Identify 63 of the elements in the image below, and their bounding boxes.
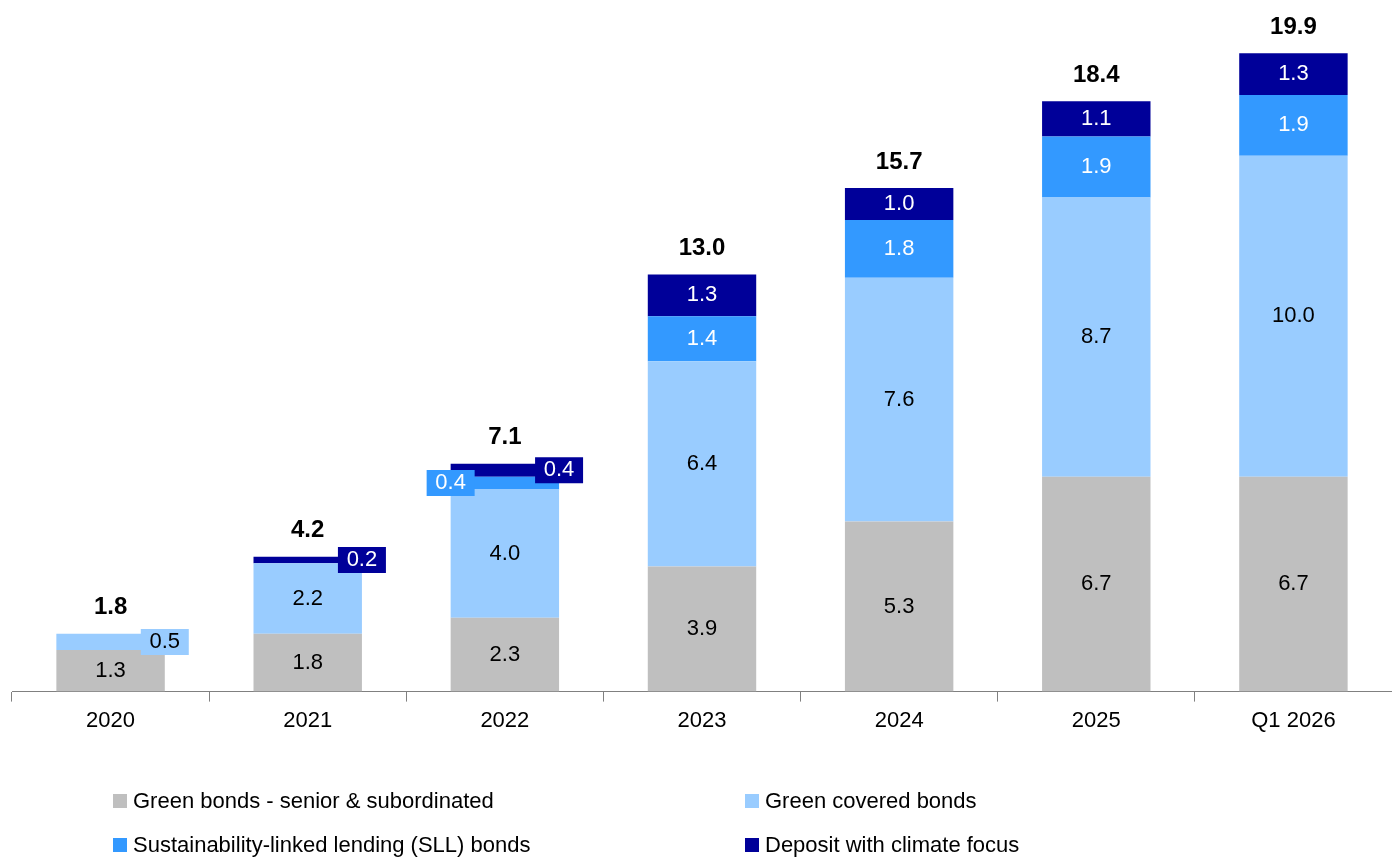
total-label: 7.1 — [488, 422, 522, 450]
data-label: 2.2 — [292, 584, 324, 610]
bar — [450, 489, 560, 618]
legend-label: Green bonds - senior & subordinated — [133, 788, 494, 814]
data-label: 1.3 — [686, 281, 718, 307]
data-label: 10.0 — [1272, 302, 1315, 328]
bar — [647, 361, 757, 567]
data-label: 0.4 — [435, 469, 466, 495]
data-label: 4.0 — [489, 539, 521, 565]
x-tick-label: 2024 — [874, 706, 924, 732]
total-label: 15.7 — [875, 146, 923, 174]
bar — [1239, 94, 1348, 156]
data-label: 6.7 — [1278, 570, 1309, 596]
data-label: 5.3 — [883, 592, 915, 618]
data-label: 8.7 — [1080, 323, 1112, 349]
data-label: 1.3 — [1278, 60, 1309, 86]
bar — [647, 316, 757, 362]
data-label: 0.5 — [149, 627, 181, 653]
total-label: 19.9 — [1270, 11, 1317, 39]
bar — [844, 220, 954, 278]
data-label: 3.9 — [686, 615, 718, 641]
bar — [1042, 476, 1151, 692]
data-label: 7.6 — [883, 385, 915, 411]
x-tick-label: 2023 — [677, 706, 727, 732]
data-label: 1.8 — [883, 234, 915, 260]
data-label: 6.4 — [686, 449, 718, 475]
bar — [1042, 197, 1151, 477]
total-label: 1.8 — [93, 592, 128, 620]
data-label: 1.1 — [1080, 105, 1112, 131]
bar — [253, 633, 362, 692]
bar — [1239, 53, 1348, 95]
x-tick-label: 2025 — [1071, 706, 1121, 732]
data-label: 1.0 — [883, 190, 915, 216]
data-label: 0.2 — [346, 546, 378, 572]
bar — [1042, 136, 1151, 198]
data-label: 1.8 — [292, 648, 324, 674]
bar — [647, 566, 757, 692]
bar — [1042, 101, 1151, 137]
x-tick-label: 2022 — [480, 706, 530, 732]
bar — [647, 274, 757, 317]
data-label: 1.4 — [686, 324, 718, 350]
x-tick-label: 2021 — [283, 706, 333, 732]
total-label: 4.2 — [291, 515, 325, 543]
data-label: 1.9 — [1278, 111, 1309, 137]
data-label: 1.9 — [1080, 153, 1112, 179]
bar — [844, 521, 954, 692]
legend-label: Deposit with climate focus — [765, 832, 1020, 858]
data-label: 1.3 — [95, 656, 126, 682]
data-label: 6.7 — [1080, 570, 1112, 596]
bar — [844, 277, 954, 522]
legend-label: Sustainability-linked lending (SLL) bonds — [133, 832, 531, 858]
x-tick-label: 2020 — [86, 706, 136, 732]
legend-label: Green covered bonds — [765, 788, 977, 814]
total-label: 13.0 — [678, 233, 726, 261]
total-label: 18.4 — [1072, 59, 1121, 87]
bar — [1239, 155, 1348, 477]
bar — [844, 187, 954, 221]
bar — [1239, 476, 1348, 692]
x-tick-label: Q1 2026 — [1251, 706, 1336, 732]
data-label: 2.3 — [489, 640, 521, 666]
data-label: 0.4 — [543, 456, 575, 482]
bar — [450, 617, 560, 692]
bar — [56, 649, 165, 692]
